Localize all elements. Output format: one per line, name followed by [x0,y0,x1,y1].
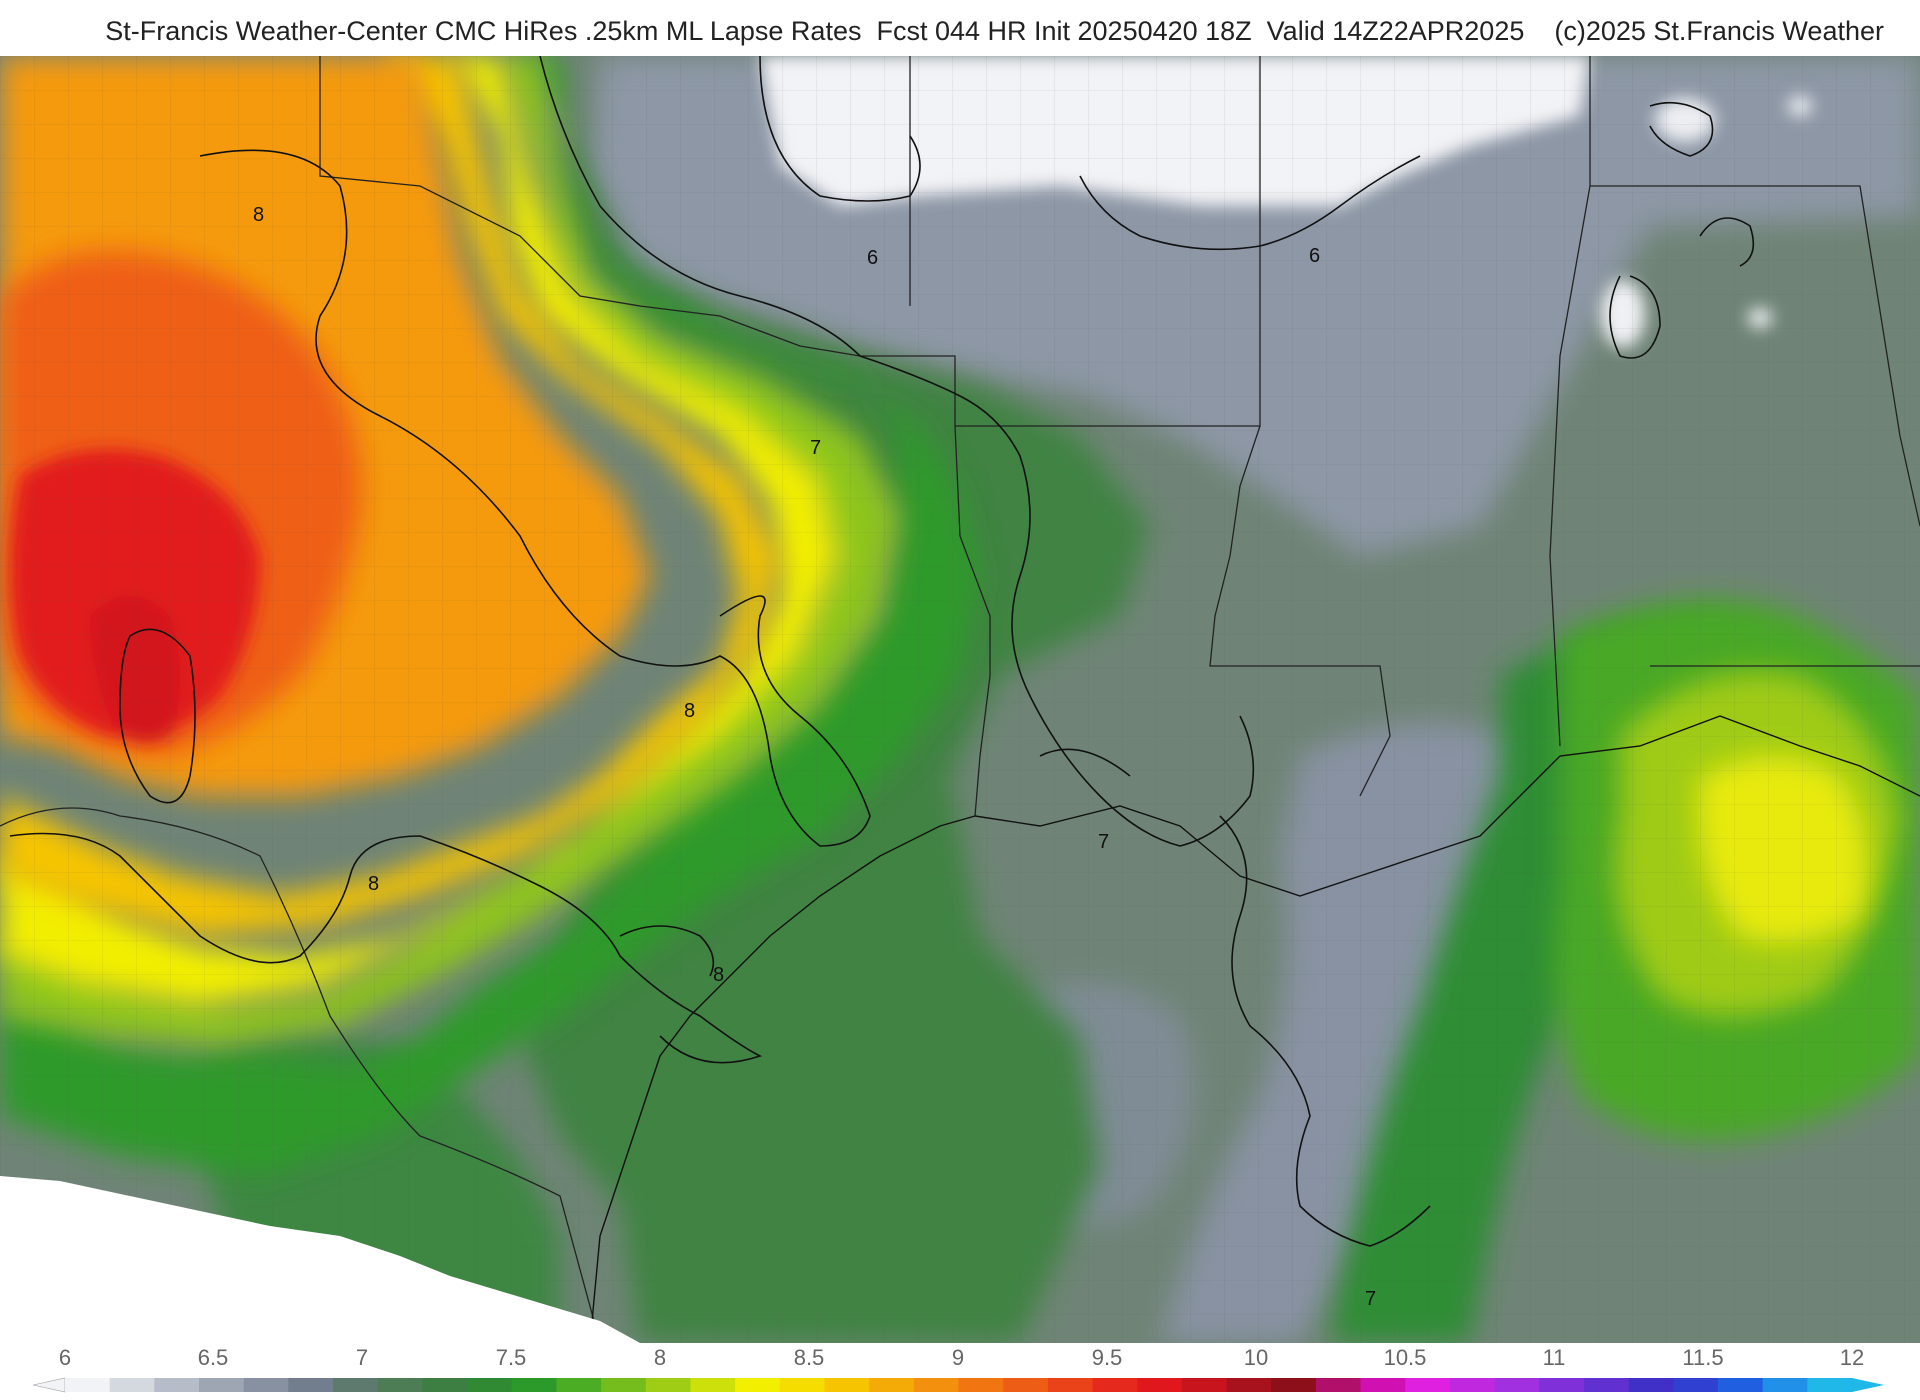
colorbar-swatch [288,1378,334,1392]
colorbar-swatch [1717,1378,1764,1392]
colorbar-tick: 10.5 [1383,1345,1427,1370]
lapse-rate-map: 8 8 8 8 7 7 7 6 6 [0,56,1920,1343]
colorbar-swatch [1807,1378,1853,1392]
colorbar-swatch [467,1378,513,1392]
colorbar-swatch [690,1378,736,1392]
contour-label-8-central: 8 [684,700,695,722]
colorbar-tick: 7 [355,1345,369,1370]
colorbar-swatch [1449,1378,1496,1392]
colorbar-tick: 7.5 [495,1345,527,1370]
gulf-coastline [589,715,1920,1343]
colorbar-swatch [199,1378,245,1392]
colorbar-swatch [824,1378,870,1392]
colorbar-swatch [735,1378,781,1392]
colorbar-swatch [333,1378,379,1392]
colorbar-tick: 8.5 [793,1345,825,1370]
colorbar-swatch [1583,1378,1630,1392]
contour-labels: 8 8 8 8 7 7 7 6 6 [253,204,1376,1310]
colorbar-swatch [1315,1378,1362,1392]
colorbar-swatch [1271,1378,1317,1392]
colorbar-swatch [243,1378,289,1392]
contour-label-7-gulf: 7 [1365,1288,1376,1310]
colorbar-tick-labels: 6 6.5 7 7.5 8 8.5 9 9.5 10 10.5 11 11.5 … [0,1345,1920,1371]
colorbar-swatch [958,1378,1004,1392]
state-boundaries [0,56,1920,1343]
contour-label-7-north: 7 [810,437,821,459]
colorbar-swatch [913,1378,960,1392]
title-bar: St-Francis Weather-Center CMC HiRes .25k… [0,0,1920,56]
colorbar-tick: 9.5 [1091,1345,1123,1370]
colorbar-tick: 6.5 [197,1345,229,1370]
colorbar-tick: 11.5 [1682,1345,1724,1370]
colorbar-arrow-right [1852,1378,1884,1392]
colorbar-swatch [422,1378,468,1392]
colorbar-swatch [1047,1378,1094,1392]
colorbar-swatch [1226,1378,1272,1392]
colorbar-swatch [1003,1378,1049,1392]
colorbar-swatch [601,1378,647,1392]
contour-label-8-north: 8 [253,204,264,226]
colorbar-tick: 10 [1243,1345,1269,1370]
colorbar-swatch [109,1378,155,1392]
contour-label-8-southwest: 8 [368,873,379,895]
colorbar-tick: 6 [58,1345,72,1370]
colorbar-tick: 9 [951,1345,965,1370]
colorbar-swatch [1673,1378,1719,1392]
county-lines [0,56,1920,1343]
contour-label-6-west: 6 [867,247,878,269]
colorbar-swatch [1628,1378,1674,1392]
colorbar-swatch [645,1378,692,1392]
map-canvas: 8 8 8 8 7 7 7 6 6 [0,56,1920,1343]
colorbar-tick: 11 [1542,1345,1566,1370]
colorbar-swatch [779,1378,826,1392]
colorbar-swatches [32,1377,1884,1393]
contour-label-6-east: 6 [1309,245,1320,267]
colorbar-swatch [1360,1378,1406,1392]
colorbar-swatch [1494,1378,1540,1392]
colorbar-swatch [154,1378,200,1392]
colorbar: 6 6.5 7 7.5 8 8.5 9 9.5 10 10.5 11 11.5 … [0,1343,1920,1400]
contour-label-8-coast: 8 [713,964,724,986]
colorbar-tick: 12 [1839,1345,1865,1370]
no-data-region [0,1176,640,1343]
colorbar-swatch [1092,1378,1138,1392]
colorbar-swatch [1137,1378,1183,1392]
colorbar-swatch [511,1378,558,1392]
colorbar-arrow-left [32,1377,66,1393]
colorbar-swatch [1539,1378,1585,1392]
colorbar-swatch [1762,1378,1808,1392]
chart-title: St-Francis Weather-Center CMC HiRes .25k… [105,16,1884,46]
colorbar-tick: 8 [653,1345,667,1370]
colorbar-swatch [377,1378,423,1392]
colorbar-swatch [556,1378,602,1392]
colorbar-swatch [869,1378,915,1392]
contour-lines [9,56,1755,1247]
colorbar-swatch [65,1378,111,1392]
contour-label-7-coast: 7 [1098,831,1109,853]
colorbar-swatch [1405,1378,1451,1392]
colorbar-swatch [1181,1378,1228,1392]
